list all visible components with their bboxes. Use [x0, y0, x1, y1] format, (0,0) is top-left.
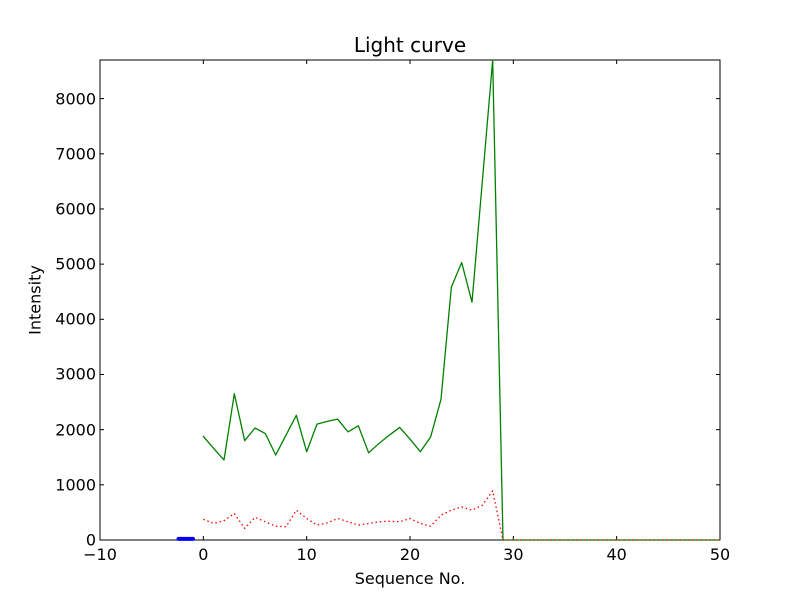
x-tick-label: −10 [83, 545, 117, 564]
y-tick-label: 2000 [55, 420, 96, 440]
y-tick-label: 7000 [55, 144, 96, 164]
x-tick-label: 40 [606, 545, 627, 564]
plot-frame [99, 59, 721, 541]
x-tick-label: 50 [709, 545, 731, 564]
y-tick-label: 3000 [55, 364, 96, 384]
y-tick-label: 8000 [55, 89, 96, 109]
chart-title: Light curve [353, 33, 467, 57]
y-tick-label: 6000 [55, 199, 96, 219]
x-tick-label: 10 [296, 545, 317, 564]
x-tick-label: 30 [503, 545, 524, 564]
x-tick-label: 0 [198, 545, 209, 564]
y-tick-label: 0 [85, 530, 96, 550]
x-tick-label: 20 [399, 545, 421, 564]
y-tick-label: 5000 [55, 254, 96, 274]
series-red-dotted-line [203, 490, 720, 541]
y-tick-label: 1000 [55, 475, 96, 495]
series-green-line [202, 59, 721, 541]
x-axis-label: Sequence No. [354, 569, 466, 588]
y-tick-label: 4000 [55, 309, 96, 329]
